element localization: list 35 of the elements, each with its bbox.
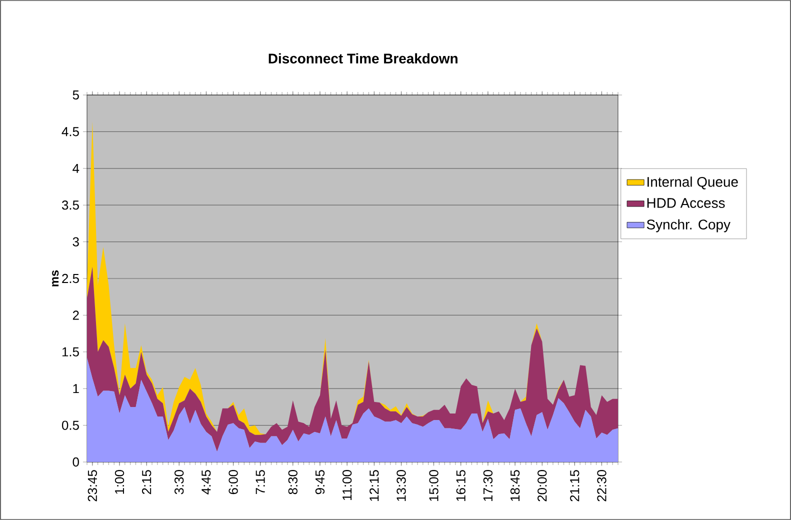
x-tick-label: 3:30 [174,470,184,494]
y-tick-label: 2 [72,310,79,320]
chart-title: Disconnect Time Breakdown [268,53,458,64]
x-tick-label: 12:15 [370,470,379,501]
legend-label: Synchr. Copy [646,219,730,232]
x-tick-label: 22:30 [597,470,606,502]
y-tick-label: 3.5 [62,200,79,210]
y-tick-label: 0.5 [62,420,79,430]
x-tick-label: 13:30 [396,470,406,501]
y-tick-label: 0 [72,457,79,467]
y-axis-title: ms [52,270,59,286]
x-tick-label: 20:00 [538,470,547,502]
y-tick-label: 5 [72,90,79,100]
y-tick-label: 4.5 [62,127,79,136]
y-tick-label: 3 [72,237,79,246]
x-tick-label: 23:45 [88,470,97,502]
x-tick-label: 11:00 [342,470,352,500]
x-tick-label: 21:15 [570,470,580,502]
x-tick-label: 18:45 [510,470,520,501]
legend-label: HDD Access [647,198,725,208]
x-tick-label: 9:45 [315,470,325,494]
x-tick-label: 8:30 [288,470,298,494]
y-tick-label: 2.5 [62,274,79,284]
legend-label: Internal Queue [648,176,738,190]
x-tick-label: 15:00 [429,470,438,501]
x-tick-label: 17:30 [483,470,493,501]
x-tick-label: 16:15 [456,470,466,501]
x-tick-label: 1:00 [114,470,124,494]
y-tick-label: 4 [72,164,80,173]
x-tick-label: 7:15 [256,470,265,494]
x-tick-label: 6:00 [228,470,238,494]
y-tick-label: 1 [73,384,79,394]
x-tick-label: 4:45 [202,470,211,494]
y-tick-label: 1.5 [62,347,79,356]
x-tick-label: 2:15 [142,470,152,494]
